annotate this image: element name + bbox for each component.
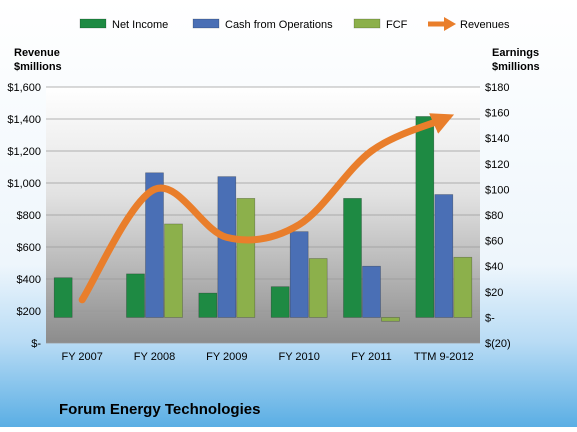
- legend-label: FCF: [386, 19, 408, 31]
- left-tick-label: $400: [17, 274, 41, 286]
- bar-fcf: [308, 258, 328, 318]
- right-tick-label: $-: [485, 312, 495, 324]
- category-label: FY 2011: [351, 351, 392, 363]
- category-label: FY 2008: [134, 351, 175, 363]
- right-axis-label-line2: $millions: [492, 61, 540, 73]
- right-tick-label: $20: [485, 287, 503, 299]
- bar-net-income: [270, 286, 290, 318]
- bar-net-income: [53, 277, 73, 318]
- right-tick-label: $120: [485, 159, 509, 171]
- left-tick-label: $1,200: [7, 146, 41, 158]
- legend-swatch: [79, 18, 107, 29]
- bar-fcf: [453, 256, 473, 318]
- legend-swatch: [192, 18, 220, 29]
- right-axis-label-line1: Earnings: [492, 47, 539, 59]
- legend: Net Income Cash from Operations FCF Revenue…: [79, 17, 510, 31]
- bar-net-income: [198, 292, 218, 318]
- chart-title: Forum Energy Technologies: [59, 401, 260, 418]
- bar-cash-from-operations: [289, 231, 309, 318]
- right-tick-label: $100: [485, 184, 509, 196]
- right-tick-label: $(20): [485, 338, 511, 350]
- bar-cash-from-operations: [362, 265, 381, 318]
- left-tick-label: $1,400: [7, 114, 41, 126]
- left-axis-label-line2: $millions: [14, 61, 62, 73]
- left-tick-label: $600: [17, 242, 41, 254]
- category-label: FY 2007: [61, 351, 102, 363]
- bar-cash-from-operations: [145, 172, 164, 318]
- revenue-line-group: [78, 113, 455, 304]
- category-label: FY 2010: [278, 351, 319, 363]
- bars-group: [53, 116, 473, 322]
- legend-label: Cash from Operations: [225, 19, 333, 31]
- category-label: FY 2009: [206, 351, 247, 363]
- bar-fcf: [164, 223, 183, 318]
- right-tick-label: $160: [485, 108, 509, 120]
- bar-cash-from-operations: [217, 176, 237, 318]
- left-tick-label: $1,000: [7, 178, 41, 190]
- grid-lines: [46, 86, 480, 344]
- legend-label: Revenues: [460, 19, 510, 31]
- right-tick-label: $140: [485, 133, 509, 145]
- left-tick-label: $800: [17, 210, 41, 222]
- bar-net-income: [126, 273, 145, 318]
- revenue-line: [78, 113, 455, 304]
- left-tick-label: $200: [17, 306, 41, 318]
- right-tick-label: $40: [485, 261, 503, 273]
- left-tick-label: $1,600: [7, 82, 41, 94]
- legend-arrow-icon: [444, 17, 456, 31]
- bar-fcf: [236, 198, 256, 318]
- bar-cash-from-operations: [434, 194, 454, 318]
- bar-net-income: [415, 116, 435, 318]
- legend-label: Net Income: [112, 19, 168, 31]
- legend-swatch: [353, 18, 381, 29]
- bar-fcf: [381, 317, 400, 322]
- right-tick-label: $80: [485, 210, 503, 222]
- right-tick-label: $60: [485, 236, 503, 248]
- axes-group: $- $200 $400 $600 $800 $1,000 $1,200 $1,400 $1,6…: [7, 82, 510, 363]
- left-tick-label: $-: [31, 338, 41, 350]
- bar-net-income: [343, 198, 362, 318]
- left-axis-label-line1: Revenue: [14, 47, 60, 59]
- category-label: TTM 9-2012: [414, 351, 474, 363]
- right-tick-label: $180: [485, 82, 509, 94]
